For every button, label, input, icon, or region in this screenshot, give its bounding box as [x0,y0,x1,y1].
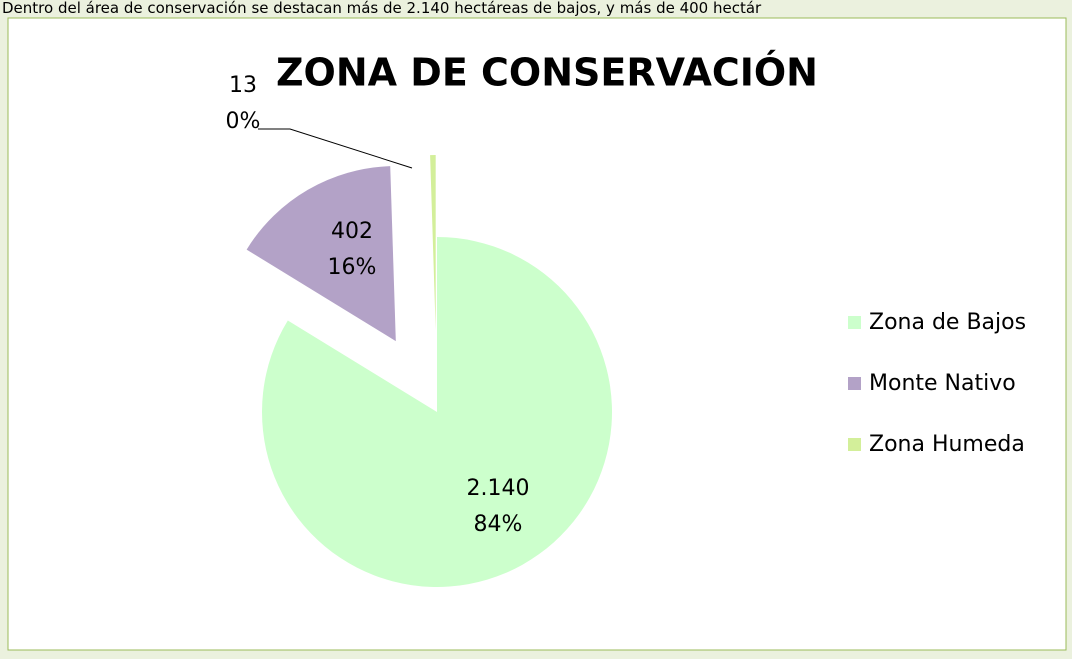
value-label: 13 [229,73,257,98]
legend-swatch [848,438,861,451]
legend-label: Zona de Bajos [869,310,1026,335]
pie-slice [246,166,396,342]
legend-label: Monte Nativo [869,371,1016,396]
pie-slice [261,237,613,587]
pie-slice [430,155,436,331]
value-label: 2.140 [467,476,530,501]
caption: Dentro del área de conservación se desta… [2,0,762,17]
legend-swatch [848,316,861,329]
value-label: 402 [331,219,373,244]
percent-label: 84% [474,512,523,537]
percent-label: 0% [226,109,261,134]
legend-label: Zona Humeda [869,432,1025,457]
legend-swatch [848,377,861,390]
percent-label: 16% [328,255,377,280]
chart-title: ZONA DE CONSERVACIÓN [276,51,818,95]
leader-line [258,128,413,169]
